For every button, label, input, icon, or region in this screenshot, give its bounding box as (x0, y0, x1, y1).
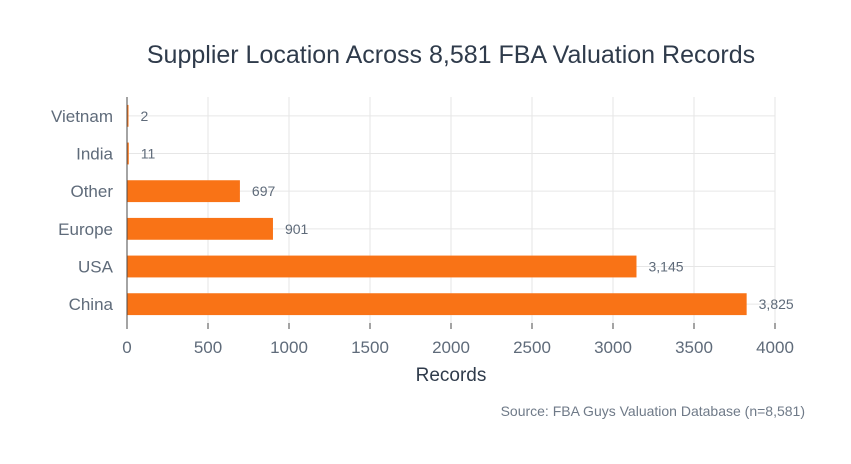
source-note: Source: FBA Guys Valuation Database (n=8… (501, 403, 805, 419)
value-label-europe: 901 (285, 221, 309, 237)
x-tick-label-2000: 2000 (432, 338, 470, 357)
category-label-vietnam: Vietnam (51, 107, 113, 126)
value-label-usa: 3,145 (648, 259, 683, 275)
bar-vietnam (127, 104, 129, 127)
bar-other (127, 180, 240, 203)
category-label-other: Other (70, 182, 113, 201)
category-label-china: China (69, 295, 114, 314)
x-tick-label-1500: 1500 (351, 338, 389, 357)
bars (127, 104, 747, 316)
bar-europe (127, 217, 273, 240)
value-labels: 3,825 3,145 901 697 11 2 (141, 108, 794, 312)
value-label-other: 697 (252, 183, 276, 199)
x-axis-title: Records (416, 365, 487, 386)
category-label-europe: Europe (58, 220, 113, 239)
bar-usa (127, 255, 637, 278)
x-tick-label-3000: 3000 (594, 338, 632, 357)
value-label-china: 3,825 (759, 296, 794, 312)
x-tick-label-4000: 4000 (756, 338, 794, 357)
x-tick-label-2500: 2500 (513, 338, 551, 357)
category-labels: China USA Europe Other India Vietnam (51, 107, 114, 314)
gridlines (126, 97, 776, 323)
category-label-india: India (76, 145, 113, 164)
value-label-india: 11 (141, 146, 156, 162)
x-axis: 0 500 1000 1500 2000 2500 3000 3500 4000 (122, 97, 794, 357)
x-tick-label-0: 0 (122, 338, 131, 357)
bar-india (127, 142, 129, 165)
chart-title: Supplier Location Across 8,581 FBA Valua… (147, 41, 755, 69)
x-tick-label-1000: 1000 (270, 338, 308, 357)
x-tick-label-3500: 3500 (675, 338, 713, 357)
bar-china (127, 293, 747, 316)
x-tick-label-500: 500 (194, 338, 222, 357)
value-label-vietnam: 2 (141, 108, 149, 124)
category-label-usa: USA (78, 258, 114, 277)
